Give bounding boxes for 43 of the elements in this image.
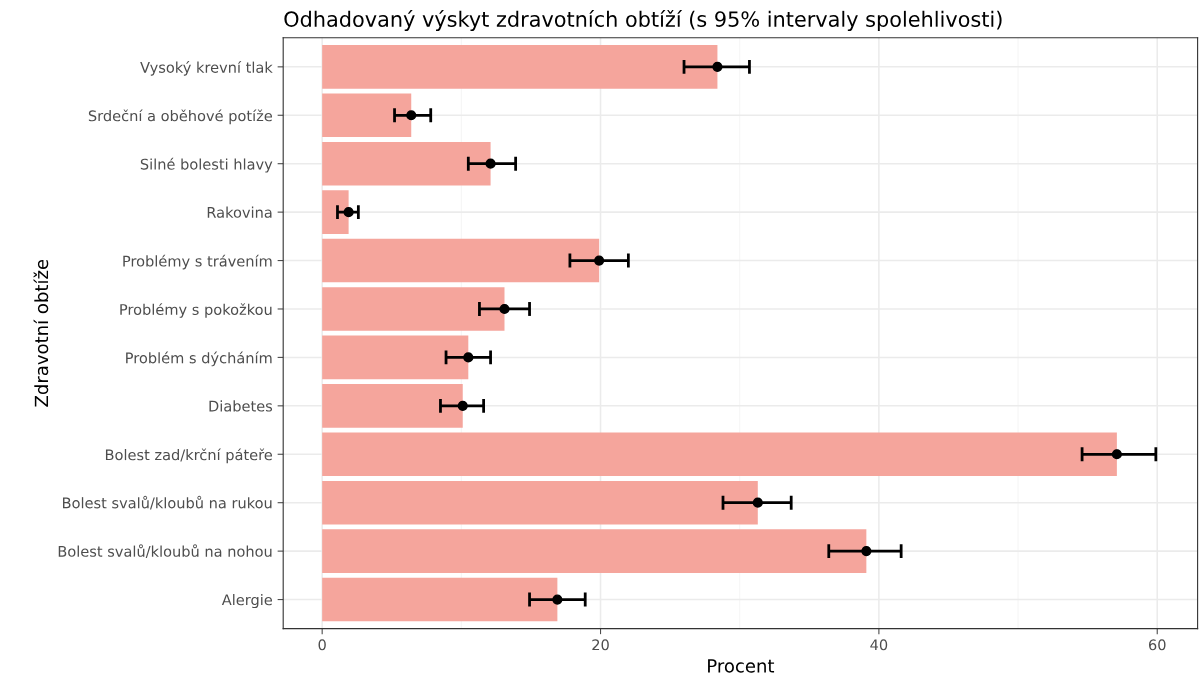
bar [322,335,469,380]
y-tick-label: Diabetes [209,400,273,412]
y-tick-label: Bolest svalů/kloubů na nohou [58,544,272,559]
y-tick-label: Rakovina [207,206,272,218]
bar [322,529,867,573]
x-axis-title: Procent [708,659,775,673]
point [499,303,510,315]
point [463,352,474,363]
point [485,158,496,169]
y-tick-label: Alergie [221,594,273,609]
point [712,61,723,72]
bar [322,287,505,331]
point [406,110,417,121]
bar [322,93,412,138]
y-tick-label: Problém s dýcháním [126,351,272,367]
bar [322,384,463,428]
point [343,207,354,218]
x-tick-label: 40 [870,639,888,651]
bar [322,190,349,234]
y-tick-label: Silné bolesti hlavy [140,157,273,173]
bar [322,432,1117,477]
bar [322,45,718,89]
bar [322,238,600,283]
point [594,255,605,266]
y-axis-title: Zdravotní obtíže [33,259,49,407]
x-tick-label: 20 [592,639,609,651]
point [861,546,872,557]
x-tick-label: 60 [1148,639,1166,651]
point [752,497,763,508]
y-tick-label: Problémy s pokožkou [120,303,272,318]
y-tick-label: Bolest svalů/kloubů na rukou [63,495,272,510]
point [457,400,468,411]
chart-title: Odhadovaný výskyt zdravotních obtíží (s 95% intervaly spolehlivosti) [284,10,1002,32]
x-tick-label: 0 [318,639,326,651]
bar [322,141,491,186]
point [1111,449,1122,460]
point [552,594,563,605]
y-tick-label: Vysoký krevní tlak [140,61,273,76]
y-tick-label: Bolest zad/krční páteře [105,448,273,464]
y-tick-label: Srdeční a oběhové potíže [88,109,272,125]
y-tick-label: Problémy s trávením [123,254,272,270]
bar [322,577,558,622]
bar [322,480,758,525]
